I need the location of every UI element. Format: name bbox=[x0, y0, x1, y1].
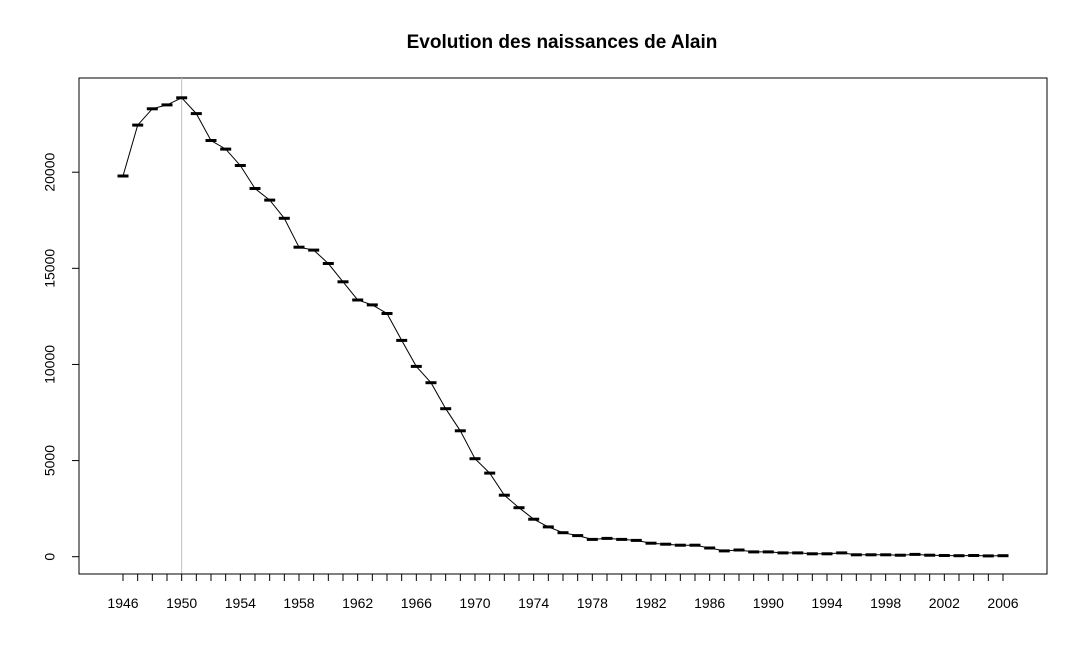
x-tick-label: 1978 bbox=[577, 595, 608, 611]
x-tick-label: 2002 bbox=[929, 595, 960, 611]
y-tick-label: 0 bbox=[42, 553, 58, 561]
plot-frame bbox=[78, 77, 1048, 575]
chart-title: Evolution des naissances de Alain bbox=[407, 32, 718, 53]
x-tick-label: 1974 bbox=[518, 595, 549, 611]
x-tick-label: 1986 bbox=[694, 595, 725, 611]
x-tick-label: 1946 bbox=[107, 595, 138, 611]
x-tick-label: 2006 bbox=[987, 595, 1018, 611]
x-tick-label: 1950 bbox=[166, 595, 197, 611]
y-tick-label: 20000 bbox=[42, 153, 58, 192]
x-tick-label: 1958 bbox=[283, 595, 314, 611]
x-tick-label: 1966 bbox=[401, 595, 432, 611]
y-tick-label: 5000 bbox=[42, 445, 58, 476]
series-layer bbox=[117, 96, 1009, 558]
y-tick-label: 10000 bbox=[42, 345, 58, 384]
x-tick-label: 1998 bbox=[870, 595, 901, 611]
x-tick-label: 1982 bbox=[635, 595, 666, 611]
y-tick-label: 15000 bbox=[42, 249, 58, 288]
x-tick-label: 1962 bbox=[342, 595, 373, 611]
series-line bbox=[122, 97, 1004, 557]
x-tick-label: 1994 bbox=[811, 595, 842, 611]
x-tick-label: 1954 bbox=[225, 595, 256, 611]
x-tick-label: 1990 bbox=[753, 595, 784, 611]
y-axis: 0 5000 10000 15000 20000 bbox=[42, 153, 80, 561]
x-axis: 1946 1950 1954 1958 1962 1966 1970 1974 1978 1982… bbox=[107, 573, 1019, 611]
x-tick-label: 1970 bbox=[459, 595, 490, 611]
